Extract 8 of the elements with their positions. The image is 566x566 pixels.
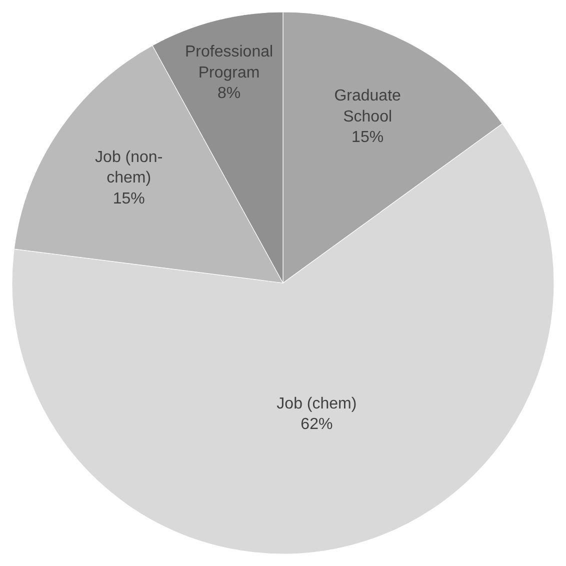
slice-label: Professional Program bbox=[185, 43, 274, 82]
slice-label: Graduate School bbox=[334, 88, 402, 126]
data-label: 62% bbox=[300, 416, 333, 434]
data-label: 15% bbox=[352, 129, 384, 146]
data-label: 8% bbox=[217, 85, 241, 102]
slice-label: Job (chem) bbox=[276, 395, 357, 412]
data-label: 15% bbox=[112, 190, 145, 208]
slice-label: Job (non-chem) bbox=[95, 148, 163, 187]
